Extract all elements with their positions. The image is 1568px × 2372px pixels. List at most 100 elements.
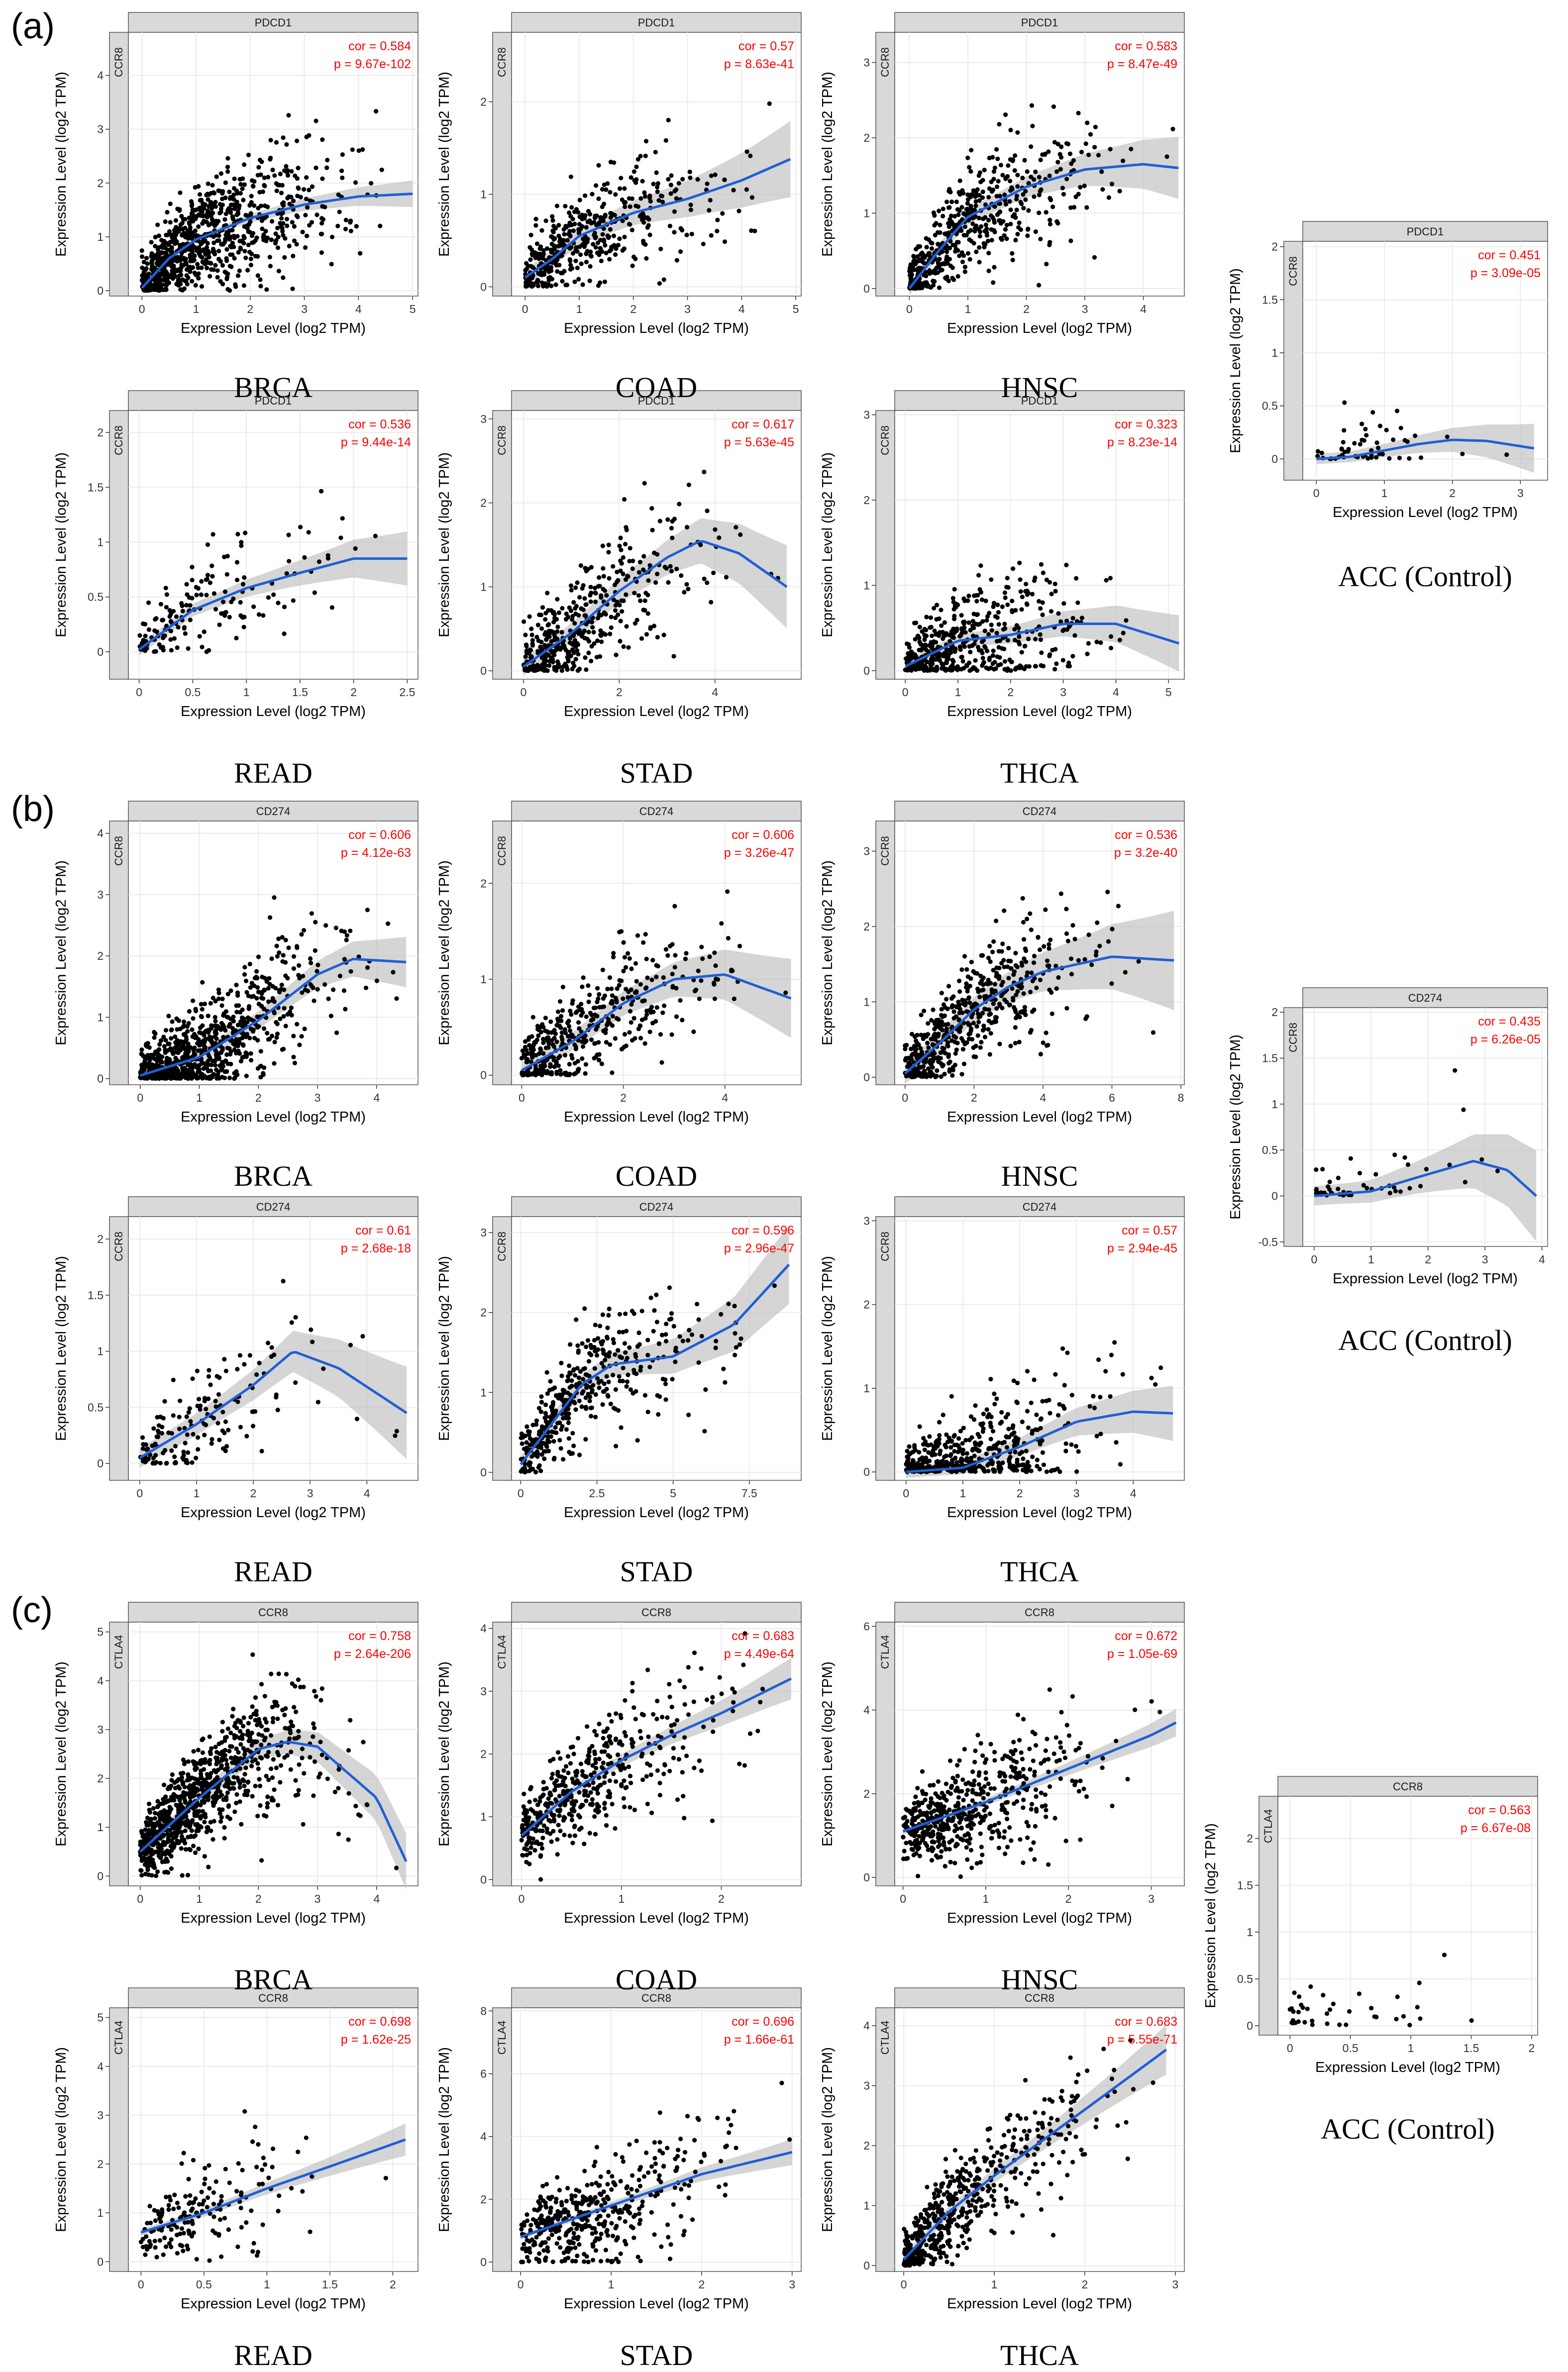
data-point [157,1072,161,1077]
data-point [560,630,564,634]
data-point [1048,937,1052,942]
data-point [238,1010,242,1015]
data-point [219,206,223,211]
data-point [1014,666,1019,670]
data-point [602,574,606,579]
data-point [1058,167,1063,172]
data-point [192,1048,196,1052]
data-point [540,605,545,610]
data-point [340,516,345,520]
data-point [995,185,999,189]
facet-strip-label: CD274 [639,805,673,818]
data-point [1029,970,1034,975]
data-point [1070,923,1075,928]
data-point [164,1028,168,1032]
data-point [582,241,586,246]
data-point [523,654,528,659]
data-point [685,233,689,237]
data-point [724,575,729,579]
data-point [985,614,990,619]
data-point [1118,189,1122,193]
data-point [967,668,972,673]
data-point [566,657,570,662]
data-point [752,229,757,233]
data-point [1005,603,1010,607]
data-point [1029,144,1033,149]
y-axis-title: Expression Level (log2 TPM) [53,860,69,1045]
data-point [549,639,554,643]
data-point [658,247,663,251]
data-point [918,625,922,629]
data-point [1025,169,1030,174]
data-point [618,186,622,191]
data-point [539,640,543,644]
data-point [204,593,209,597]
data-point [950,658,955,662]
data-point [204,1029,209,1033]
data-point [249,1058,253,1062]
data-point [601,232,605,237]
x-tick-label: 3 [314,1091,321,1104]
data-point [255,254,260,259]
data-point [644,632,649,636]
data-point [646,611,650,616]
data-point [325,158,329,162]
data-point [674,1015,679,1019]
data-point [305,234,309,238]
data-point [354,224,359,228]
data-point [1341,440,1346,444]
data-point [1043,908,1047,912]
data-point [539,613,543,617]
y-tick-label: 4 [97,827,104,840]
data-point [185,1070,189,1075]
data-point [983,628,987,633]
data-point [607,257,612,261]
data-point [227,288,232,293]
data-point [285,217,289,221]
data-point [1034,229,1038,234]
data-point [320,177,324,181]
data-point [308,982,313,987]
x-tick-label: 0 [519,1091,525,1104]
data-point [1387,456,1391,461]
data-point [527,615,532,619]
data-point [929,616,933,620]
data-point [997,966,1001,970]
data-point [590,644,594,648]
data-point [1012,212,1017,216]
data-point [1118,638,1122,642]
data-point [1038,606,1043,611]
y-tick-label: 3 [480,413,487,425]
data-point [965,207,969,211]
data-point [597,1052,602,1057]
data-point [225,572,229,577]
data-point [266,999,271,1004]
data-point [627,559,631,563]
data-point [923,663,927,668]
data-point [909,1046,913,1051]
data-point [1056,611,1060,616]
data-point [609,615,614,619]
data-point [918,666,922,671]
data-point [643,591,648,595]
data-point [194,585,199,589]
data-point [178,191,182,195]
data-point [247,250,252,254]
data-point [1049,990,1053,995]
data-point [281,953,286,957]
data-point [972,229,977,233]
data-point [1003,596,1008,600]
data-point [1346,449,1350,454]
data-point [313,920,317,925]
data-point [621,555,626,560]
data-point [709,233,714,238]
data-point [993,982,997,986]
data-point [234,636,238,640]
x-axis-title: Expression Level (log2 TPM) [564,704,749,720]
y-axis-title: Expression Level (log2 TPM) [436,860,452,1045]
data-point [262,184,267,188]
data-point [314,166,318,170]
data-point [977,621,982,626]
